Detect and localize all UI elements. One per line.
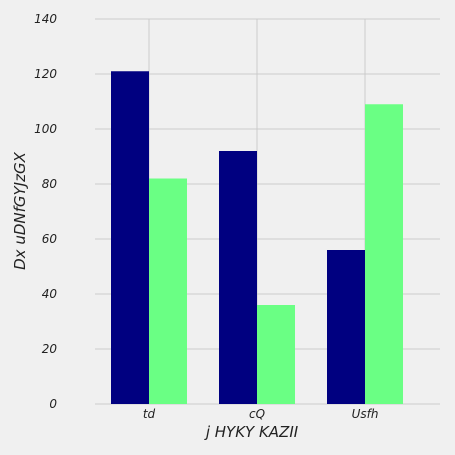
x-tick-label: Usfh [352,407,379,421]
bar-series-1-td [111,71,149,404]
y-tick-labels: 0 20 40 60 80 100 120 140 [34,12,57,411]
y-tick-label: 60 [42,232,58,246]
x-tick-labels: td cQ Usfh [143,407,379,421]
y-tick-label: 0 [49,397,57,411]
y-tick-label: 100 [34,122,57,136]
bar-series-1-cQ [219,151,257,404]
y-tick-label: 20 [42,342,58,356]
x-tick-label: td [143,407,156,421]
x-axis-title: j HYKY KAZII [204,423,299,441]
x-tick-label: cQ [249,407,265,421]
y-tick-label: 120 [34,67,57,81]
bar-series-2-td [149,178,187,404]
y-tick-label: 80 [42,177,58,191]
bar-series-2-Usfh [365,104,403,404]
y-axis-title: Dx uDNfGYJzGX [11,151,29,269]
y-tick-label: 140 [34,12,57,26]
bar-series-2-cQ [257,305,295,404]
bars [111,71,403,404]
y-tick-label: 40 [42,287,58,301]
bar-series-1-Usfh [327,250,365,404]
